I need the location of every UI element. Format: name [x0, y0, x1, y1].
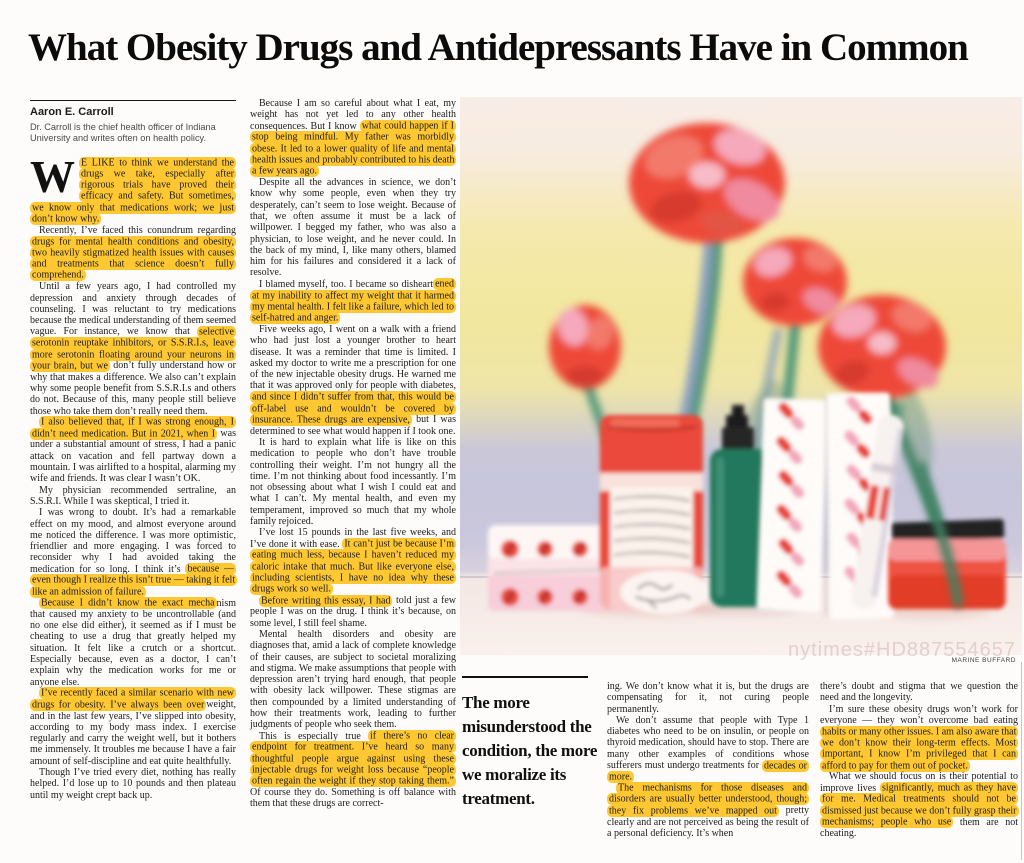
- article-column-1: Aaron E. Carroll Dr. Carroll is the chie…: [30, 100, 238, 860]
- table-doodle: [620, 570, 710, 614]
- highlighted-text: The mechanisms for those diseases and di…: [607, 782, 809, 817]
- article-paragraph: I was wrong to doubt. It’s had a remarka…: [30, 507, 238, 598]
- body-text: Despite all the advances in science, we …: [250, 177, 456, 279]
- flower-right: [818, 295, 946, 399]
- body-text: Recently, I’ve faced this conundrum rega…: [39, 224, 236, 236]
- highlighted-text: habits or many other issues. I am also a…: [820, 725, 1019, 772]
- pull-quote: The more misunderstood the condition, th…: [462, 693, 598, 808]
- article-paragraph: Because I didn’t know the exact mecha nis…: [30, 597, 236, 688]
- body-text: told just a few people I was on the drug…: [250, 595, 456, 629]
- body-text: pretty clearly and are not perceived as …: [607, 805, 810, 839]
- highlighted-text: I also believed that, if I was strong en…: [30, 416, 236, 440]
- body-text: I’m sure these obesity drugs won’t work …: [820, 703, 1018, 726]
- byline-rule: [30, 100, 236, 101]
- article-paragraph: Five weeks ago, I went on a walk with a …: [250, 324, 456, 437]
- article-column-3: ing. We don’t know what it is, but the d…: [607, 681, 809, 856]
- author-bio: Dr. Carroll is the chief health officer …: [30, 122, 216, 143]
- article-paragraph: The mechanisms for those diseases and di…: [607, 782, 810, 839]
- article-paragraph: I’ve lost 15 pounds in the last five wee…: [250, 527, 456, 596]
- article-paragraph: Before writing this essay, I had told ju…: [250, 594, 456, 629]
- body-text: Though I’ve tried every diet, nothing ha…: [30, 767, 236, 801]
- article-paragraph: Recently, I’ve faced this conundrum rega…: [30, 224, 236, 282]
- article-headline: What Obesity Drugs and Antidepressants H…: [28, 26, 969, 69]
- flower-medicine-illustration: [460, 97, 1022, 655]
- body-text: nism that caused my anxiety to be uncont…: [30, 597, 236, 688]
- column-text: Because I am so careful about what I eat…: [250, 98, 457, 810]
- body-text: ing. We don’t know what it is, but the d…: [607, 681, 809, 715]
- highlighted-text: significantly, much as they have for me.…: [820, 782, 1019, 829]
- body-text: It is hard to explain what life is like …: [250, 436, 456, 527]
- body-text: My physician recommended sertraline, an …: [30, 484, 236, 507]
- flower-left: [549, 305, 621, 389]
- body-text: This is especially true: [259, 730, 369, 742]
- article-paragraph: I also believed that, if I was strong en…: [30, 416, 236, 485]
- illustration-credit: MARINE BUFFARD: [951, 657, 1016, 664]
- highlighted-text: Before writing this essay, I had: [259, 594, 393, 607]
- body-text: Five weeks ago, I went on a walk with a …: [250, 323, 456, 392]
- body-text: I was wrong to doubt. It’s had a remarka…: [30, 507, 236, 575]
- body-text: weight, and in the last few years, I’ve …: [30, 699, 236, 767]
- body-text: but I was determined to see what would h…: [250, 414, 456, 437]
- article-paragraph: Despite all the advances in science, we …: [250, 177, 456, 279]
- pull-quote-block: The more misunderstood the condition, th…: [462, 676, 612, 811]
- column-divider-rule: [1021, 662, 1022, 860]
- front-stem: [917, 462, 963, 608]
- body-text: Mental health disorders and obesity are …: [250, 628, 456, 731]
- flower-middle: [743, 238, 847, 326]
- pull-quote-rule: [462, 676, 588, 678]
- illustration-canvas: [460, 123, 1022, 620]
- body-text: was under a substantial amount of stress…: [30, 428, 236, 485]
- article-paragraph: We don’t assume that people with Type 1 …: [607, 715, 809, 783]
- column-text: ing. We don’t know what it is, but the d…: [607, 681, 809, 839]
- article-paragraph: there’s doubt and stigma that we questio…: [820, 681, 1018, 704]
- drop-cap: W: [30, 152, 75, 202]
- article-paragraph: This is especially true if there’s no cl…: [250, 730, 457, 810]
- body-text: them are not cheating.: [820, 816, 1018, 839]
- article-paragraph: It is hard to explain what life is like …: [250, 437, 456, 527]
- body-text: What we should focus on is their potenti…: [820, 771, 1018, 794]
- article-column-4: there’s doubt and stigma that we questio…: [820, 681, 1019, 856]
- article-paragraph: My physician recommended sertraline, an …: [30, 485, 236, 508]
- article-paragraph: Until a few years ago, I had controlled …: [30, 281, 236, 417]
- body-text: We don’t assume that people with Type 1 …: [607, 714, 809, 772]
- article-paragraph: ing. We don’t know what it is, but the d…: [607, 681, 809, 715]
- body-text: Of course they do. Something is off bala…: [250, 787, 456, 810]
- article-paragraph: Mental health disorders and obesity are …: [250, 629, 456, 731]
- article-column-2: Because I am so careful about what I eat…: [250, 98, 457, 860]
- body-text: Because I am so careful about what I eat…: [250, 98, 456, 132]
- highlighted-text: I’ve recently faced a similar scenario w…: [30, 687, 236, 711]
- column-text: there’s doubt and stigma that we questio…: [820, 681, 1019, 839]
- author-name: Aaron E. Carroll: [30, 106, 114, 118]
- article-paragraph: Because I am so careful about what I eat…: [250, 98, 457, 178]
- flower-top: [629, 123, 785, 243]
- body-text: there’s doubt and stigma that we questio…: [820, 681, 1018, 704]
- watermark-text: nytimes#HD887554657: [788, 639, 1017, 661]
- article-paragraph: What we should focus on is their potenti…: [820, 771, 1019, 839]
- article-paragraph: I’m sure these obesity drugs won’t work …: [820, 703, 1019, 772]
- article-paragraph: I’ve recently faced a similar scenario w…: [30, 687, 236, 767]
- highlighted-text: drugs for mental health conditions and o…: [30, 235, 236, 282]
- highlighted-text: Because I didn’t know the exact mecha: [39, 597, 217, 610]
- body-text: don’t fully understand how or why that m…: [30, 360, 236, 417]
- article-paragraph: I blamed myself, too. I became so dishea…: [250, 278, 456, 325]
- cosmetic-tube: [851, 415, 904, 610]
- body-text: Until a few years ago, I had controlled …: [30, 281, 236, 338]
- highlighted-text: E LIKE to think we understand the drugs …: [30, 156, 236, 225]
- body-text: I blamed myself, too. I became so dishea…: [259, 278, 434, 290]
- article-paragraph: Though I’ve tried every diet, nothing ha…: [30, 767, 236, 801]
- body-text: I’ve lost 15 pounds in the last five wee…: [250, 527, 456, 550]
